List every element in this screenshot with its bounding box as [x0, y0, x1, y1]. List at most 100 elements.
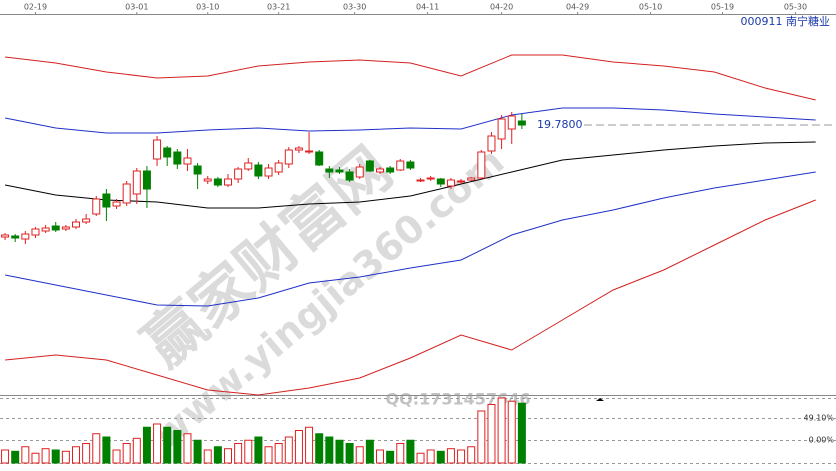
volume-bar — [345, 443, 354, 464]
candle-body — [112, 201, 121, 207]
volume-bar — [294, 430, 303, 464]
candle-body — [457, 180, 466, 183]
candle-body — [517, 120, 526, 126]
volume-bar — [102, 436, 111, 464]
volume-label: 49.10% — [803, 414, 834, 423]
volume-bar — [82, 443, 91, 464]
candle-body — [294, 147, 303, 151]
candle-body — [426, 177, 435, 180]
volume-bar — [517, 402, 526, 464]
candle-body — [21, 233, 30, 240]
candle-body — [274, 162, 283, 173]
x-tick-label: 05-19 — [711, 3, 734, 12]
volume-bar — [31, 452, 40, 464]
cursor-icon — [596, 398, 604, 401]
candle-body — [376, 168, 384, 173]
volume-bar — [335, 439, 344, 464]
volume-bar — [467, 446, 476, 464]
candle-body — [132, 170, 141, 195]
candle-body — [1, 234, 10, 238]
volume-bar — [61, 450, 70, 464]
volume-bar — [416, 452, 425, 464]
volume-bar — [477, 410, 486, 464]
candle-body — [153, 139, 162, 160]
volume-bar — [51, 449, 60, 464]
candle-body — [234, 168, 243, 180]
volume-bar — [274, 443, 283, 464]
candle-body — [406, 161, 415, 169]
volume-bar — [244, 439, 253, 464]
candle-body — [335, 169, 344, 173]
x-tick-label: 03-21 — [267, 3, 290, 12]
volume-bar — [446, 448, 455, 464]
candle-body — [325, 168, 334, 173]
candle-body — [142, 170, 151, 190]
volume-bar — [436, 450, 445, 464]
volume-bar — [497, 397, 506, 464]
volume-bar — [132, 437, 141, 464]
candle-body — [173, 151, 182, 165]
candle-body — [41, 227, 50, 232]
x-tick-label: 05-30 — [784, 3, 807, 12]
volume-bar — [72, 446, 80, 464]
volume-bar — [41, 448, 50, 464]
candle-body — [345, 171, 354, 181]
volume-bar — [305, 426, 314, 464]
volume-bar — [406, 439, 415, 464]
volume-bar — [183, 433, 192, 464]
volume-bar — [507, 400, 516, 464]
candle-body — [355, 166, 364, 178]
candle-body — [436, 178, 445, 185]
volume-bar — [1, 449, 10, 464]
candle-body — [203, 178, 212, 182]
x-tick-label: 04-29 — [566, 3, 589, 12]
volume-bar — [224, 448, 232, 464]
x-tick-label: 03-01 — [125, 3, 148, 12]
volume-bar — [193, 439, 202, 464]
volume-bar — [376, 449, 384, 464]
candle-body — [254, 164, 263, 177]
candle-body — [31, 228, 40, 236]
candle-body — [416, 179, 425, 182]
volume-bar — [163, 426, 172, 464]
candle-body — [213, 178, 222, 186]
volume-bar — [355, 446, 364, 464]
volume-label: 0.00% — [809, 436, 835, 445]
candle-body — [224, 178, 232, 186]
volume-bar — [112, 449, 121, 464]
candle-body — [61, 226, 70, 230]
x-tick-label: 02-19 — [24, 3, 47, 12]
candle-body — [244, 162, 253, 170]
volume-bar — [426, 449, 435, 464]
candle-body — [92, 198, 101, 215]
volume-bar — [365, 439, 374, 464]
volume-bar — [213, 446, 222, 464]
volume-bar — [142, 426, 151, 464]
band-line — [5, 54, 816, 101]
volume-bar — [315, 433, 324, 464]
candle-body — [477, 151, 486, 179]
candle-body — [305, 150, 314, 153]
volume-bar — [386, 450, 395, 464]
candle-body — [183, 157, 192, 165]
candle-body — [386, 167, 395, 173]
x-tick-label: 03-30 — [343, 3, 366, 12]
x-tick-label: 05-10 — [639, 3, 662, 12]
volume-bar — [284, 436, 293, 464]
volume-bar — [92, 433, 101, 464]
candle-body — [315, 151, 324, 166]
volume-bar — [264, 446, 273, 464]
candle-body — [163, 147, 172, 158]
candle-body — [264, 167, 273, 177]
candle-body — [507, 115, 516, 130]
x-tick-label: 04-11 — [416, 3, 439, 12]
band-line — [5, 107, 816, 134]
candle-body — [467, 177, 476, 181]
candle-body — [365, 160, 374, 172]
candle-body — [396, 160, 405, 171]
volume-bar — [122, 443, 131, 464]
stock-name: 000911 南宁糖业 — [741, 14, 831, 28]
volume-bar — [234, 443, 243, 464]
